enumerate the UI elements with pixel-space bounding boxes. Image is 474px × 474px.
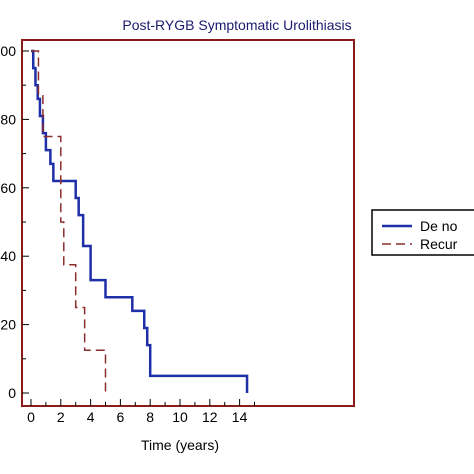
- legend-label-recurrent: Recur: [420, 236, 458, 252]
- x-tick-label: 6: [117, 409, 125, 425]
- x-tick-label: 14: [232, 409, 248, 425]
- x-tick-label: 0: [27, 409, 35, 425]
- legend: De no Recur: [371, 209, 474, 256]
- legend-label-de-novo: De no: [420, 218, 458, 234]
- y-tick-label: 0: [8, 385, 16, 401]
- axis-ticks: [22, 50, 255, 406]
- x-axis-label: Time (years): [141, 437, 219, 453]
- series-layer: [31, 49, 249, 393]
- y-tick-label: 40: [0, 248, 16, 264]
- y-tick-label: 20: [0, 317, 16, 333]
- x-tick-label: 4: [87, 409, 95, 425]
- x-tick-label: 12: [202, 409, 218, 425]
- series-line-de-novo: [31, 49, 249, 393]
- y-tick-label: 60: [0, 180, 16, 196]
- y-tick-labels: 0 20 40 60 80 100: [0, 43, 16, 401]
- y-tick-label: 100: [0, 43, 16, 59]
- x-tick-label: 10: [172, 409, 188, 425]
- plot-frame: [21, 39, 355, 407]
- x-tick-labels: 0 2 4 6 8 10 12 14: [27, 409, 247, 425]
- x-tick-label: 2: [57, 409, 65, 425]
- series-line-recurrent: [31, 50, 107, 393]
- y-tick-label: 80: [0, 111, 16, 127]
- legend-frame: [371, 209, 474, 256]
- chart-title: Post-RYGB Symptomatic Urolithiasis: [122, 17, 351, 33]
- x-tick-label: 8: [146, 409, 154, 425]
